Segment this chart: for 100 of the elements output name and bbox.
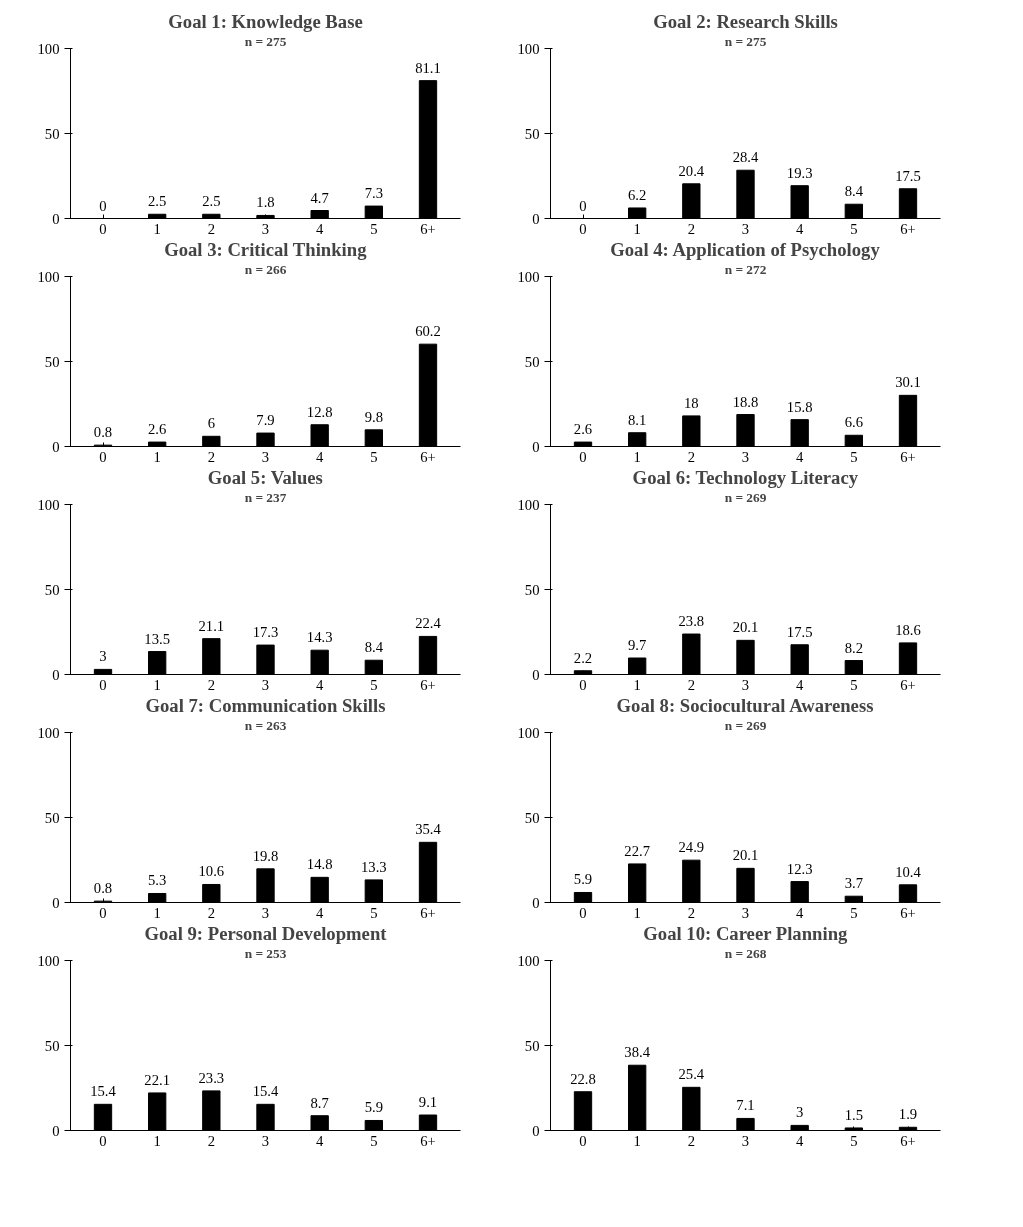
x-tick-label: 1 (153, 220, 161, 237)
x-tick-label: 6+ (900, 904, 916, 921)
x-tick-label: 4 (316, 220, 324, 237)
x-tick-label: 4 (796, 448, 804, 465)
data-label: 0.8 (93, 424, 113, 441)
data-label: 24.9 (678, 839, 705, 856)
data-label: 4.7 (310, 189, 329, 206)
data-label: 25.4 (678, 1066, 705, 1083)
y-tick-label: 100 (37, 724, 60, 741)
x-tick-label: 0 (579, 448, 587, 465)
x-tick-label: 3 (261, 676, 270, 693)
x-tick-label: 1 (153, 676, 161, 693)
x-tick-label: 5 (370, 904, 378, 921)
data-label: 35.4 (415, 821, 442, 838)
x-tick-label: 2 (207, 676, 215, 693)
x-tick-label: 1 (633, 448, 641, 465)
x-tick-label: 6+ (900, 1132, 916, 1149)
y-tick-label: 100 (37, 952, 60, 969)
x-tick-label: 1 (153, 448, 161, 465)
chart-title: Goal 2: Research Skills (653, 10, 838, 32)
x-tick-label: 2 (687, 1132, 695, 1149)
data-label: 22.4 (415, 615, 442, 632)
data-label: 30.1 (895, 374, 921, 391)
data-label: 8.4 (364, 639, 384, 656)
data-label: 9.8 (364, 408, 383, 425)
chart-title: Goal 3: Critical Thinking (164, 238, 368, 260)
x-tick-label: 5 (850, 220, 858, 237)
x-tick-label: 0 (579, 1132, 587, 1149)
x-tick-label: 0 (579, 904, 587, 921)
y-tick-label: 100 (37, 40, 60, 57)
data-label: 21.1 (198, 617, 225, 634)
x-tick-label: 1 (633, 220, 641, 237)
data-label: 14.8 (306, 856, 333, 873)
data-label: 28.4 (732, 149, 759, 166)
x-tick-label: 1 (633, 904, 641, 921)
y-tick-label: 50 (44, 809, 60, 826)
x-tick-label: 0 (99, 448, 107, 465)
x-tick-label: 0 (99, 220, 107, 237)
chart-title: Goal 6: Technology Literacy (632, 466, 859, 488)
data-label: 23.8 (678, 613, 705, 630)
y-tick-label: 100 (517, 268, 540, 285)
data-label: 9.1 (418, 1094, 438, 1111)
data-label: 2.5 (148, 193, 167, 210)
x-tick-label: 3 (261, 1132, 270, 1149)
data-label: 6.2 (628, 186, 647, 203)
data-label: 17.5 (786, 623, 813, 640)
x-tick-label: 6+ (420, 676, 436, 693)
y-tick-label: 50 (524, 809, 540, 826)
data-label: 14.3 (306, 629, 333, 646)
data-label: 8.1 (628, 411, 647, 428)
data-label: 10.6 (198, 863, 225, 880)
x-tick-label: 6+ (420, 220, 436, 237)
x-tick-label: 2 (687, 904, 695, 921)
x-tick-label: 5 (370, 220, 378, 237)
y-tick-label: 50 (524, 581, 540, 598)
x-tick-label: 2 (207, 448, 215, 465)
x-tick-label: 4 (316, 1132, 324, 1149)
data-label: 2.6 (148, 421, 167, 438)
x-tick-label: 2 (687, 676, 695, 693)
chart-subtitle: n = 275 (244, 33, 287, 49)
chart-subtitle: n = 268 (724, 945, 767, 961)
data-label: 19.3 (786, 164, 813, 181)
x-tick-label: 5 (370, 448, 378, 465)
data-label: 6 (207, 415, 215, 432)
chart-title: Goal 9: Personal Development (144, 922, 388, 944)
data-label: 1.8 (256, 194, 275, 211)
data-label: 8.2 (844, 639, 863, 656)
data-label: 1.5 (844, 1106, 863, 1123)
chart-subtitle: n = 272 (724, 261, 767, 277)
data-label: 8.4 (844, 183, 864, 200)
x-tick-label: 2 (207, 1132, 215, 1149)
chart-subtitle: n = 269 (724, 717, 767, 733)
y-tick-label: 50 (524, 125, 540, 142)
y-tick-label: 50 (44, 125, 60, 142)
x-tick-label: 3 (261, 220, 270, 237)
x-tick-label: 0 (579, 220, 587, 237)
data-label: 13.3 (361, 858, 387, 875)
x-tick-label: 2 (687, 448, 695, 465)
x-tick-label: 4 (796, 676, 804, 693)
chart-title: Goal 4: Application of Psychology (610, 238, 881, 260)
data-label: 18 (684, 394, 699, 411)
data-label: 38.4 (624, 1044, 651, 1061)
data-label: 20.1 (732, 619, 759, 636)
data-label: 0 (579, 197, 587, 214)
x-tick-label: 6+ (420, 1132, 436, 1149)
x-tick-label: 3 (741, 904, 750, 921)
x-tick-label: 6+ (900, 220, 916, 237)
data-label: 22.7 (624, 842, 650, 859)
data-label: 5.9 (364, 1099, 383, 1116)
x-tick-label: 2 (687, 220, 695, 237)
chart-subtitle: n = 266 (244, 261, 287, 277)
x-tick-label: 4 (316, 448, 324, 465)
x-tick-label: 3 (741, 220, 750, 237)
data-label: 17.5 (895, 167, 921, 184)
chart-title: Goal 8: Sociocultural Awareness (616, 694, 874, 716)
y-tick-label: 50 (44, 581, 60, 598)
x-tick-label: 1 (633, 676, 641, 693)
data-label: 0.8 (93, 880, 113, 897)
x-tick-label: 3 (261, 904, 270, 921)
data-label: 9.7 (628, 637, 647, 654)
